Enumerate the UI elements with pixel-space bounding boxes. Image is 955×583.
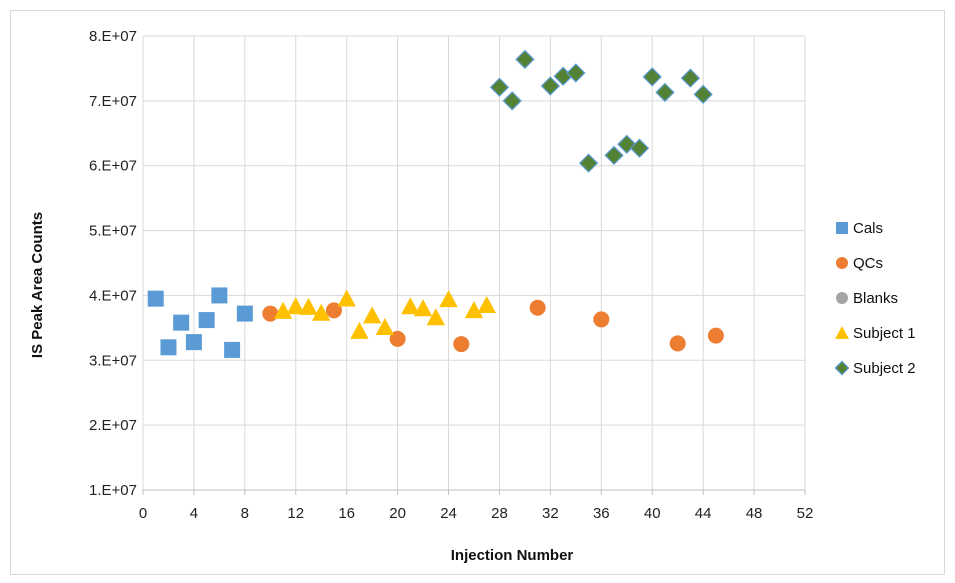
y-tick-label: 1.E+07 bbox=[89, 482, 137, 499]
legend-subject-1-marker bbox=[835, 326, 849, 339]
axes: 1.E+07 2.E+07 3.E+07 4.E+07 5.E+07 6.E+07 7.E+… bbox=[89, 28, 813, 522]
cals-point bbox=[236, 305, 253, 322]
cals-point bbox=[160, 339, 177, 356]
x-tick-label: 12 bbox=[287, 505, 304, 522]
x-tick-label: 44 bbox=[695, 505, 712, 522]
x-tick-label: 16 bbox=[338, 505, 355, 522]
legend: Cals QCs Blanks Subject 1 Subject 2 bbox=[834, 220, 916, 377]
legend-cals-marker bbox=[836, 222, 848, 234]
x-tick-label: 20 bbox=[389, 505, 406, 522]
x-tick-label: 36 bbox=[593, 505, 610, 522]
subject-1-point bbox=[413, 299, 433, 317]
subject-1-point bbox=[375, 318, 395, 336]
legend-subject-2-marker bbox=[834, 360, 850, 376]
subject-1-point bbox=[286, 297, 305, 315]
x-tick-label: 4 bbox=[190, 505, 198, 522]
subject-2-point bbox=[578, 153, 599, 173]
qcs-point bbox=[262, 305, 279, 322]
y-tick-label: 3.E+07 bbox=[89, 352, 137, 369]
gridlines bbox=[142, 35, 806, 491]
x-tick-label: 52 bbox=[797, 505, 814, 522]
subject-2-point bbox=[604, 145, 624, 165]
cals-point bbox=[211, 287, 228, 304]
cals-point bbox=[147, 290, 164, 307]
chart-frame bbox=[10, 10, 945, 575]
y-tick-label: 8.E+07 bbox=[89, 28, 137, 45]
legend-cals-label: Cals bbox=[853, 220, 883, 237]
legend-qcs-label: QCs bbox=[853, 255, 883, 272]
x-tick-label: 24 bbox=[440, 505, 457, 522]
y-tick-label: 7.E+07 bbox=[89, 93, 137, 110]
subject-2-point bbox=[540, 76, 561, 96]
legend-blanks-label: Blanks bbox=[853, 290, 898, 307]
x-axis-title: Injection Number bbox=[451, 547, 574, 564]
subject-1-point bbox=[401, 297, 420, 315]
data-points bbox=[147, 49, 724, 358]
subject-1-point bbox=[273, 301, 293, 319]
cals-point bbox=[198, 312, 215, 329]
x-tick-label: 0 bbox=[139, 505, 147, 522]
y-axis-title: IS Peak Area Counts bbox=[29, 212, 46, 358]
subject-2-point bbox=[502, 91, 522, 111]
y-tick-label: 6.E+07 bbox=[89, 158, 137, 175]
subject-2-point bbox=[629, 138, 650, 158]
qcs-point bbox=[529, 299, 546, 316]
subject-1-point bbox=[312, 303, 331, 321]
subject-1-point bbox=[299, 297, 318, 315]
subject-2-point bbox=[642, 67, 662, 87]
subject-1-point bbox=[362, 306, 382, 324]
subject-1-point bbox=[439, 290, 458, 308]
cals-point bbox=[173, 314, 190, 331]
cals-point bbox=[185, 334, 202, 351]
x-tick-label: 48 bbox=[746, 505, 763, 522]
x-tick-label: 28 bbox=[491, 505, 508, 522]
legend-blanks-marker bbox=[836, 292, 848, 304]
subject-2-point bbox=[655, 82, 675, 103]
y-tick-label: 5.E+07 bbox=[89, 223, 137, 240]
legend-qcs-marker bbox=[836, 257, 848, 269]
qcs-point bbox=[669, 335, 686, 352]
subject-2-point bbox=[693, 84, 713, 105]
y-tick-label: 4.E+07 bbox=[89, 287, 137, 304]
subject-2-point bbox=[566, 63, 586, 83]
qcs-point bbox=[707, 327, 724, 344]
subject-2-point bbox=[515, 49, 535, 69]
x-tick-label: 8 bbox=[241, 505, 249, 522]
x-tick-label: 32 bbox=[542, 505, 559, 522]
qcs-point bbox=[453, 336, 470, 353]
subject-1-point bbox=[337, 289, 356, 307]
subject-1-point bbox=[350, 321, 369, 339]
cals-point bbox=[224, 341, 241, 358]
subject-2-point bbox=[680, 68, 701, 88]
subject-1-point bbox=[464, 301, 484, 319]
qcs-point bbox=[593, 311, 610, 328]
subject-1-point bbox=[426, 308, 446, 326]
subject-2-point bbox=[489, 77, 510, 97]
x-tick-label: 40 bbox=[644, 505, 661, 522]
subject-1-point bbox=[477, 295, 496, 313]
legend-subject-1-label: Subject 1 bbox=[853, 325, 916, 342]
y-tick-label: 2.E+07 bbox=[89, 417, 137, 434]
legend-subject-2-label: Subject 2 bbox=[853, 360, 916, 377]
